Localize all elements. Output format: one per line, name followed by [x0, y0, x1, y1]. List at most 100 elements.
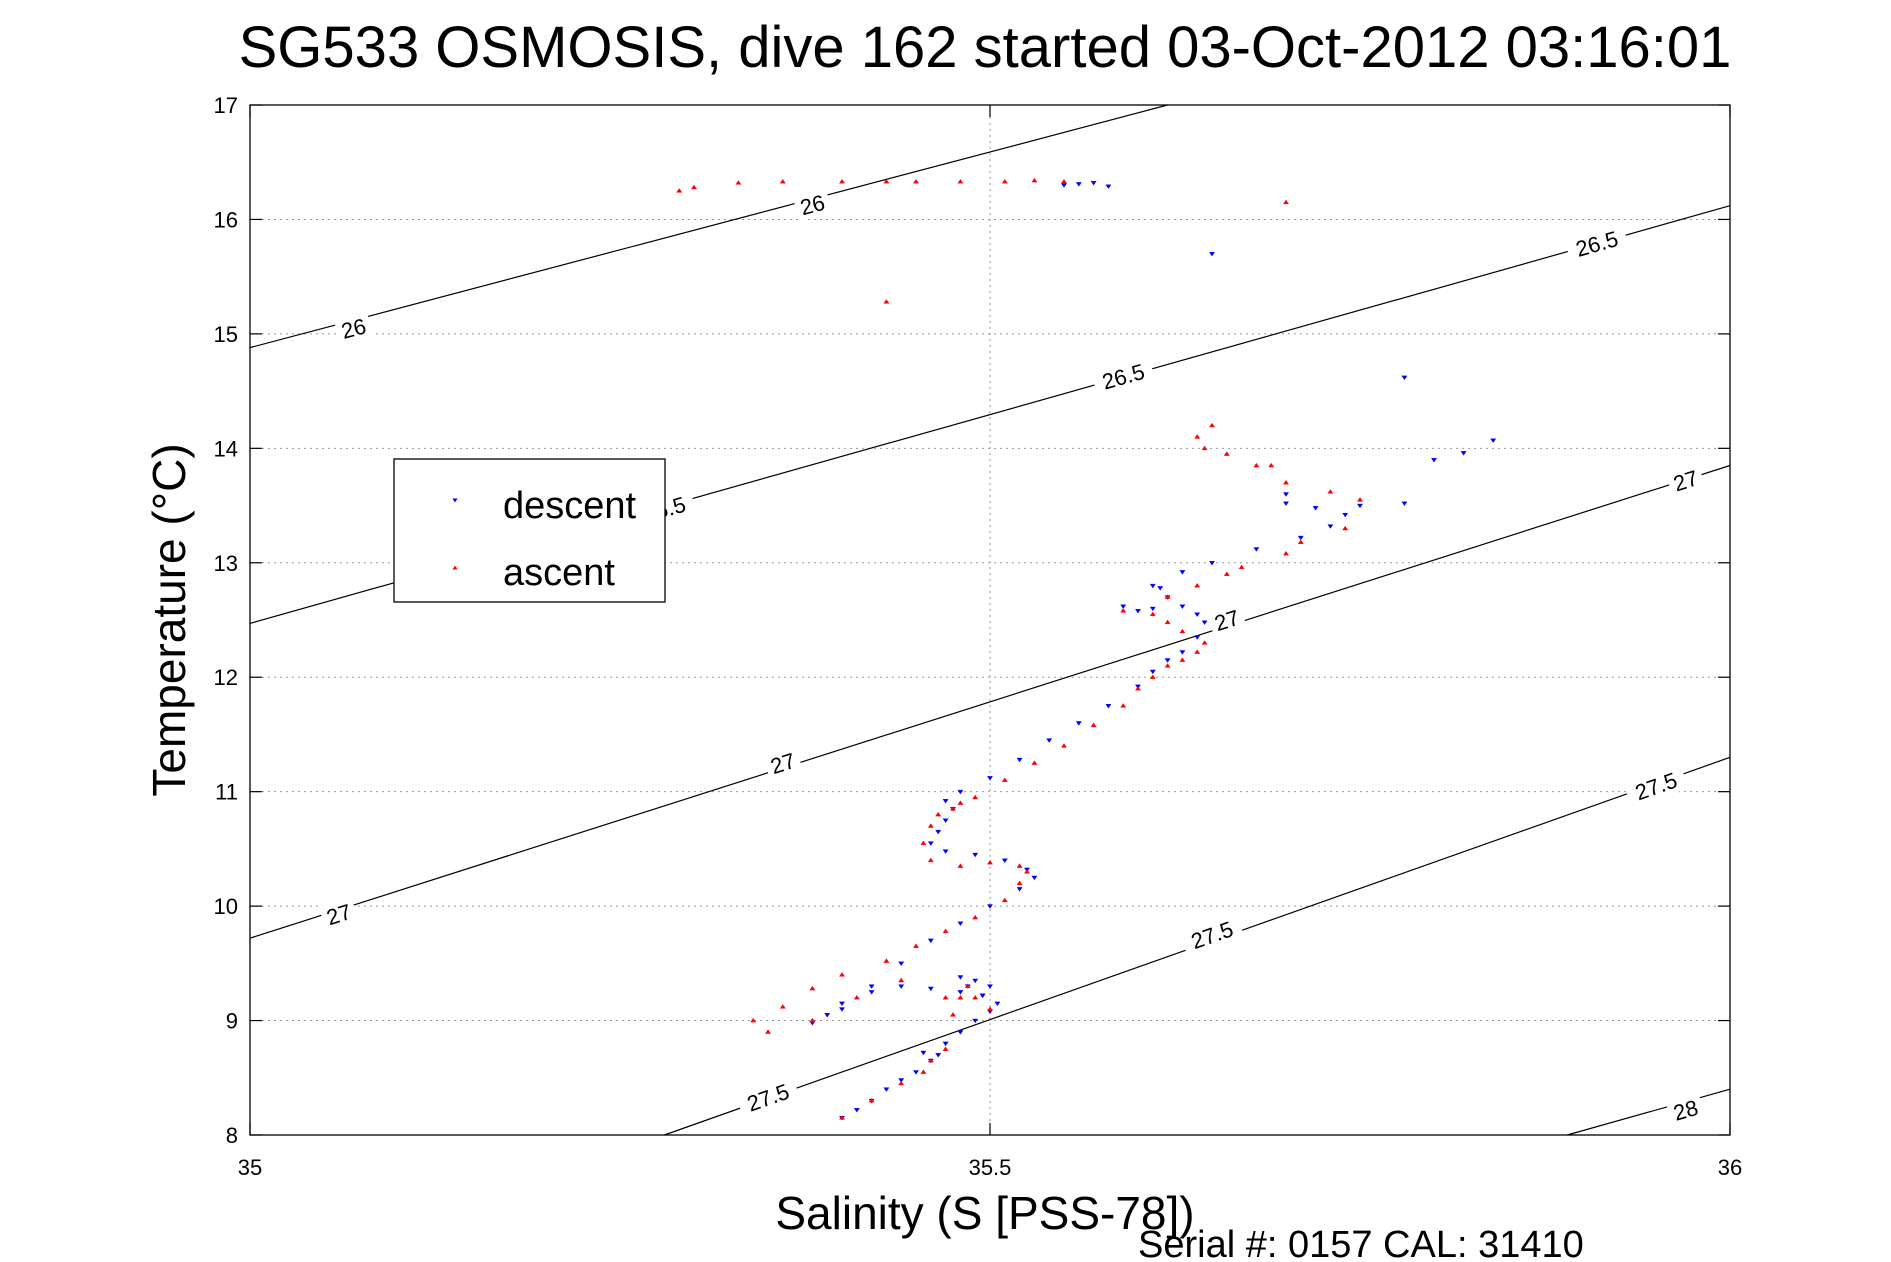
legend-triangle-descent [452, 498, 458, 503]
x-axis-label: Salinity (S [PSS-78]) [775, 1187, 1194, 1239]
descent-point [1194, 635, 1201, 640]
ascent-point [942, 928, 949, 934]
contour-label-bg [1179, 912, 1245, 957]
descent-point [913, 1070, 919, 1075]
ascent-point [1001, 178, 1008, 184]
descent-point [1460, 451, 1467, 456]
descent-point [1031, 875, 1038, 881]
ascent-point [853, 994, 860, 1000]
ascent-point [1201, 640, 1208, 645]
ascent-point [1223, 571, 1230, 576]
ascent-point [1090, 722, 1097, 728]
ascent-point [1179, 628, 1186, 634]
descent-point [1490, 438, 1497, 444]
x-tick-label: 35.5 [969, 1155, 1012, 1180]
descent-point [1075, 182, 1082, 187]
descent-point [972, 978, 979, 984]
descent-point [987, 776, 993, 781]
ascent-point [1253, 462, 1260, 468]
contour-label-bg [1665, 1092, 1706, 1127]
legend-triangle-ascent [452, 565, 458, 570]
y-tick-label: 12 [214, 665, 238, 690]
y-tick-label: 10 [214, 894, 238, 919]
ascent-point [898, 1080, 905, 1086]
ascent-point [1120, 703, 1127, 708]
serial-cal-footer: Serial #: 0157 CAL: 31410 [1138, 1224, 1584, 1262]
descent-point [935, 829, 942, 835]
descent-point [1001, 858, 1008, 864]
legend: descent ascent [393, 458, 666, 603]
descent-point [957, 990, 964, 995]
ascent-point [972, 794, 979, 800]
ascent-point [1238, 564, 1245, 570]
contour-label-bg [1564, 222, 1630, 265]
ascent-point [1164, 619, 1171, 625]
x-tick-label: 36 [1718, 1155, 1742, 1180]
ascent-point [883, 178, 890, 184]
descent-point [1135, 609, 1141, 614]
descent-point [987, 984, 993, 989]
contour-label-bg [762, 745, 803, 781]
ascent-point [972, 914, 979, 920]
descent-point [1090, 181, 1097, 186]
descent-point [1149, 583, 1156, 589]
contour-label-bg [318, 896, 359, 932]
descent-point [1283, 492, 1289, 497]
ascent-point [1061, 743, 1067, 748]
ascent-point [1164, 594, 1171, 599]
ascent-point [957, 994, 964, 1000]
ascent-point [1327, 489, 1334, 494]
descent-point [1283, 501, 1289, 506]
descent-point [1075, 721, 1082, 726]
ascent-point [1149, 674, 1156, 679]
descent-point [1046, 738, 1053, 743]
descent-point [927, 841, 934, 846]
descent-point [1179, 650, 1186, 655]
descent-point [868, 990, 875, 995]
descent-point [898, 961, 905, 967]
descent-point [1201, 620, 1208, 625]
descent-point [979, 993, 986, 999]
descent-point [1179, 604, 1186, 609]
ascent-point [691, 184, 697, 190]
descent-point [1401, 501, 1408, 506]
descent-point [1016, 757, 1023, 763]
descent-point [1105, 704, 1112, 709]
descent-point [1120, 604, 1127, 609]
ascent-point [1120, 608, 1127, 613]
ascent-point [920, 1069, 927, 1074]
ascent-point [1016, 880, 1023, 885]
descent-point [1431, 458, 1437, 463]
descent-point [994, 1001, 1001, 1007]
ascent-point [942, 1046, 949, 1051]
ascent-point [935, 811, 942, 817]
y-axis-label: Temperature (°C) [143, 443, 195, 796]
ascent-point [839, 972, 845, 977]
ascent-point [1283, 550, 1289, 556]
descent-point [1342, 512, 1349, 518]
ascent-point [957, 800, 964, 805]
y-tick-label: 14 [214, 436, 238, 461]
ascent-point [1024, 869, 1030, 874]
contour-label-bg [792, 187, 833, 222]
descent-point [942, 849, 949, 854]
ascent-point [1201, 445, 1208, 451]
descent-point [1312, 506, 1319, 511]
ascent-point [950, 806, 956, 811]
ascent-point [964, 983, 971, 988]
ascent-point [809, 985, 816, 991]
descent-point [935, 1053, 942, 1058]
ascent-point [1297, 539, 1304, 544]
y-tick-label: 8 [226, 1123, 238, 1148]
ascent-point [927, 857, 934, 863]
contour-label-bg [1623, 763, 1689, 809]
ascent-point [779, 1004, 786, 1009]
ascent-point [1283, 479, 1289, 485]
ascent-point [987, 1006, 993, 1011]
descent-point [898, 984, 905, 989]
descent-point [1357, 503, 1363, 509]
y-tick-label: 13 [214, 551, 238, 576]
ascent-point [950, 1012, 956, 1017]
